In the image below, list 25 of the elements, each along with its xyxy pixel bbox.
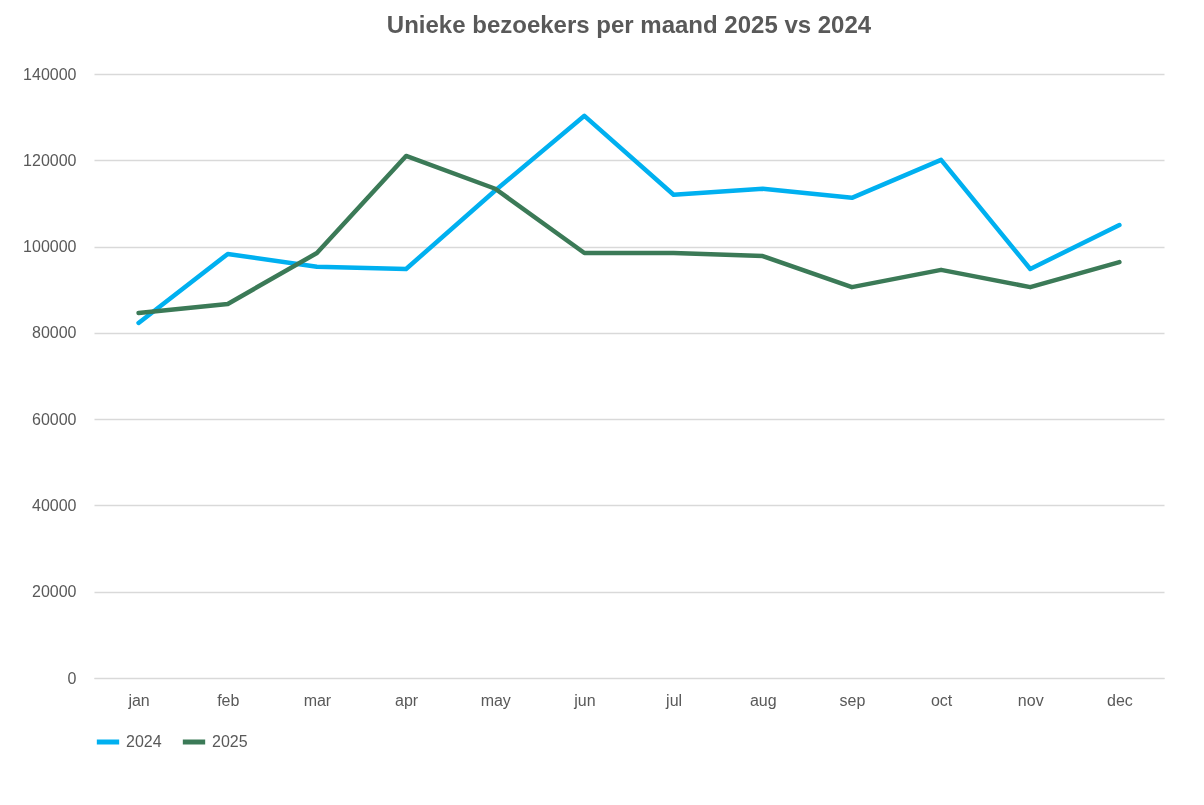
x-tick-label: mar: [303, 691, 332, 709]
legend-label: 2025: [212, 733, 248, 750]
y-tick-label: 80000: [32, 324, 77, 342]
x-tick-label: aug: [749, 691, 777, 709]
y-tick-label: 40000: [32, 496, 77, 514]
x-tick-label: jul: [665, 691, 683, 709]
x-tick-label: feb: [217, 691, 240, 709]
line-series: [136, 153, 1122, 316]
x-tick-label: may: [480, 691, 511, 709]
x-tick-label: apr: [395, 691, 419, 709]
x-tick-label: jun: [573, 691, 596, 709]
y-tick-label: 100000: [23, 238, 77, 256]
y-tick-label: 0: [67, 669, 77, 687]
y-tick-label: 20000: [32, 583, 77, 601]
y-tick-label: 60000: [32, 410, 77, 428]
y-tick-label: 140000: [23, 65, 77, 83]
x-tick-label: dec: [1107, 691, 1133, 709]
chart-title: Unieke bezoekers per maand 2025 vs 2024: [386, 11, 872, 38]
y-tick-label: 120000: [23, 151, 77, 169]
legend-label: 2024: [126, 733, 162, 750]
x-tick-label: jan: [127, 691, 150, 709]
x-tick-label: nov: [1017, 691, 1044, 709]
x-tick-label: sep: [839, 691, 866, 709]
x-tick-label: oct: [930, 691, 953, 709]
line-series: [136, 113, 1122, 326]
